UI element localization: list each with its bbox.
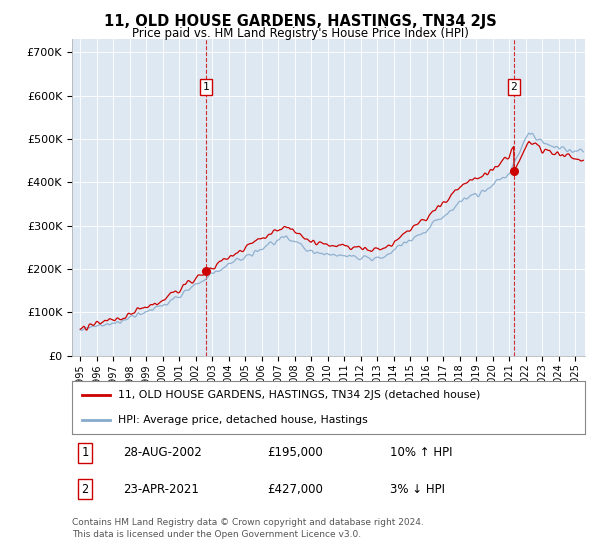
Text: 2: 2 — [81, 483, 88, 496]
Text: HPI: Average price, detached house, Hastings: HPI: Average price, detached house, Hast… — [118, 414, 368, 424]
Text: 1: 1 — [81, 446, 88, 459]
Text: 23-APR-2021: 23-APR-2021 — [124, 483, 199, 496]
Text: 11, OLD HOUSE GARDENS, HASTINGS, TN34 2JS (detached house): 11, OLD HOUSE GARDENS, HASTINGS, TN34 2J… — [118, 390, 481, 400]
Text: £427,000: £427,000 — [267, 483, 323, 496]
Text: 10% ↑ HPI: 10% ↑ HPI — [390, 446, 452, 459]
Text: 2: 2 — [511, 82, 517, 92]
Text: This data is licensed under the Open Government Licence v3.0.: This data is licensed under the Open Gov… — [72, 530, 361, 539]
Text: 28-AUG-2002: 28-AUG-2002 — [124, 446, 202, 459]
Text: Contains HM Land Registry data © Crown copyright and database right 2024.: Contains HM Land Registry data © Crown c… — [72, 518, 424, 527]
Text: 11, OLD HOUSE GARDENS, HASTINGS, TN34 2JS: 11, OLD HOUSE GARDENS, HASTINGS, TN34 2J… — [104, 14, 496, 29]
Text: 3% ↓ HPI: 3% ↓ HPI — [390, 483, 445, 496]
Text: 1: 1 — [203, 82, 209, 92]
Text: Price paid vs. HM Land Registry's House Price Index (HPI): Price paid vs. HM Land Registry's House … — [131, 27, 469, 40]
Text: £195,000: £195,000 — [267, 446, 323, 459]
